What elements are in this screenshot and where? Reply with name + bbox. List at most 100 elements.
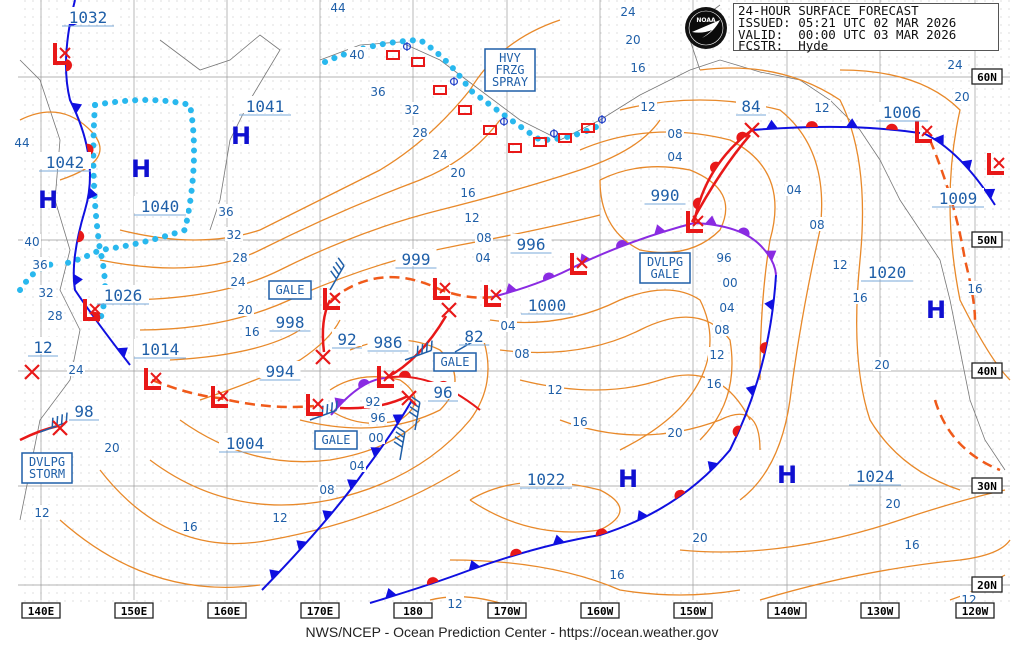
- pressure-center-label: 1024: [849, 466, 901, 486]
- isobar-label: 44: [329, 0, 347, 15]
- pressure-center-label: 82: [459, 326, 489, 346]
- isobar-label: 36: [31, 257, 49, 272]
- cold-front-triangle: [707, 461, 719, 472]
- svg-text:60N: 60N: [977, 71, 997, 84]
- svg-text:12: 12: [464, 211, 479, 225]
- svg-text:STORM: STORM: [29, 467, 65, 481]
- warm-front-semicircle: [692, 197, 701, 210]
- svg-text:24: 24: [432, 148, 447, 162]
- isobar-label: 24: [229, 274, 247, 289]
- warm-front-semicircle: [398, 370, 411, 378]
- svg-text:20: 20: [885, 497, 900, 511]
- svg-text:1042: 1042: [46, 153, 85, 172]
- warning-label: GALE: [433, 352, 477, 372]
- pressure-center-label: 92: [332, 329, 362, 349]
- svg-text:16: 16: [967, 282, 982, 296]
- isobar-line: [139, 214, 601, 331]
- isobar-label: 92: [364, 394, 382, 409]
- isobar-label: 12: [831, 257, 849, 272]
- svg-text:16: 16: [852, 291, 867, 305]
- low-center-icon: [377, 366, 395, 388]
- low-center-icon: [987, 153, 1005, 175]
- low-center-icon: [83, 299, 101, 321]
- cold-front-triangle: [392, 414, 404, 425]
- low-center-icon: [686, 211, 704, 233]
- issued-time: ISSUED: 05:21 UTC 02 MAR 2026: [738, 14, 957, 30]
- cold-front-triangle: [765, 250, 777, 261]
- isobar-label: 00: [721, 275, 739, 290]
- isobar-label: 12: [546, 382, 564, 397]
- low-center-icon: [211, 386, 229, 408]
- svg-text:1026: 1026: [104, 286, 143, 305]
- svg-text:GALE: GALE: [276, 283, 305, 297]
- svg-text:12: 12: [33, 338, 52, 357]
- isobar-label: 44: [13, 135, 31, 150]
- isobar-label: 24: [67, 362, 85, 377]
- warm-front-semicircle: [738, 227, 750, 237]
- svg-text:30N: 30N: [977, 480, 997, 493]
- svg-text:FRZG: FRZG: [496, 63, 525, 77]
- cold-front-triangle: [269, 569, 280, 580]
- isobar-label: 04: [499, 318, 517, 333]
- pressure-center-label: 1032: [62, 7, 114, 27]
- warm-front-semicircle: [543, 272, 555, 281]
- fronts: Φ Φ Φ Φ Φ: [19, 0, 1001, 604]
- warm-front-semicircle: [76, 230, 85, 243]
- pressure-center-label: 1020: [861, 262, 913, 282]
- svg-text:Φ: Φ: [449, 75, 458, 89]
- warm-front-semicircle: [595, 528, 608, 537]
- svg-text:160E: 160E: [214, 605, 241, 618]
- isobar-line: [99, 119, 501, 269]
- svg-text:16: 16: [609, 568, 624, 582]
- svg-text:150W: 150W: [680, 605, 707, 618]
- isobar-label: 20: [691, 530, 709, 545]
- longitude-label: 160W: [580, 602, 620, 619]
- longitude-label: 150E: [114, 602, 154, 619]
- svg-text:84: 84: [741, 97, 760, 116]
- svg-text:Φ: Φ: [597, 113, 606, 127]
- svg-text:12: 12: [709, 348, 724, 362]
- svg-text:130W: 130W: [867, 605, 894, 618]
- isobar-label: 04: [474, 250, 492, 265]
- isobar-label: 28: [46, 308, 64, 323]
- isobar-label: 12: [463, 210, 481, 225]
- svg-text:1014: 1014: [141, 340, 180, 359]
- svg-text:12: 12: [814, 101, 829, 115]
- svg-text:00: 00: [722, 276, 737, 290]
- svg-text:20: 20: [237, 303, 252, 317]
- trough-front: [330, 275, 493, 301]
- latitude-label: 20N: [971, 576, 1003, 593]
- isobar-label: 16: [629, 60, 647, 75]
- longitude-label: 140E: [21, 602, 61, 619]
- isobar-label: 40: [23, 234, 41, 249]
- svg-text:12: 12: [832, 258, 847, 272]
- isobar-label: 00: [367, 430, 385, 445]
- cold-front-triangle: [73, 273, 83, 286]
- svg-text:08: 08: [319, 483, 334, 497]
- warm-front-semicircle: [358, 379, 370, 388]
- warm-front-semicircle: [885, 123, 898, 131]
- cold-front-triangle: [654, 224, 666, 235]
- longitude-label: 170E: [300, 602, 340, 619]
- isobar-label: 32: [403, 102, 421, 117]
- svg-text:150E: 150E: [121, 605, 148, 618]
- warm-front-semicircle: [759, 342, 768, 354]
- pressure-center-label: 84: [736, 96, 766, 116]
- svg-text:12: 12: [34, 506, 49, 520]
- forecast-title: 24-HOUR SURFACE FORECAST: [738, 3, 919, 18]
- trough-front: [151, 378, 315, 409]
- svg-text:170E: 170E: [307, 605, 334, 618]
- isobar-label: 12: [33, 505, 51, 520]
- forecaster: FCSTR: Hyde: [738, 38, 829, 54]
- isobar-label: 16: [966, 281, 984, 296]
- svg-text:DVLPG: DVLPG: [647, 255, 683, 269]
- isobar-label: 16: [705, 376, 723, 391]
- svg-text:28: 28: [412, 126, 427, 140]
- isobar-line: [99, 469, 461, 545]
- map-labels: 1032 1041 1042 1040 1026 1014 998 994 1004 92 986 8…: [13, 0, 984, 611]
- isobar-line: [449, 559, 741, 596]
- coastline: [689, 59, 1006, 471]
- cold-front: [922, 132, 996, 206]
- cold-front-triangle: [322, 510, 334, 521]
